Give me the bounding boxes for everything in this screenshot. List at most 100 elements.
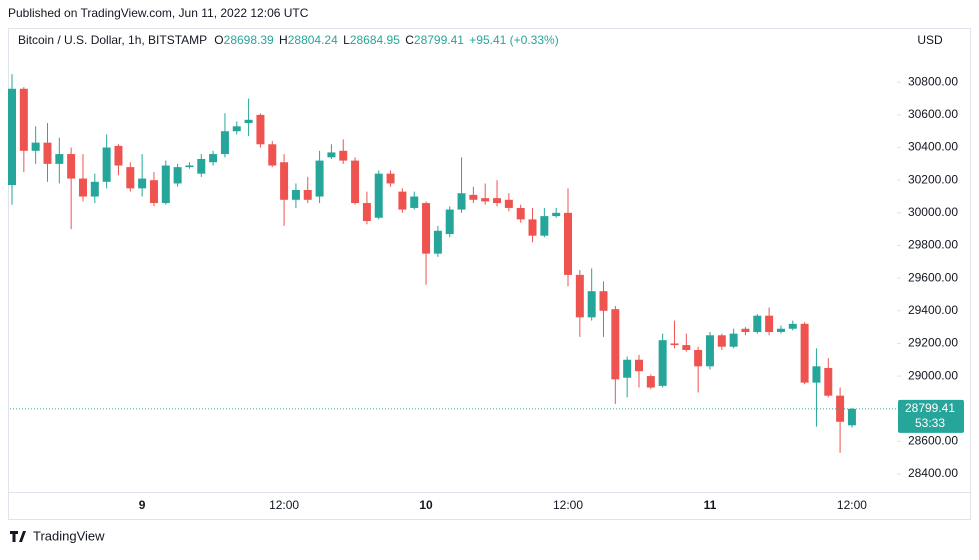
candle-body: [599, 291, 608, 311]
candle-body: [540, 216, 549, 236]
candle-body: [398, 191, 407, 210]
last-price-label: 28799.41: [905, 401, 955, 415]
candle-body: [433, 230, 442, 254]
candle-body: [410, 196, 419, 208]
logo-icon: [10, 531, 26, 542]
y-tick-label: 28600.00: [908, 434, 958, 448]
y-tick-label: 29200.00: [908, 336, 958, 350]
candle-body: [611, 309, 620, 380]
candle-body: [528, 219, 537, 236]
candle-body: [90, 181, 99, 197]
candle-body: [800, 323, 809, 383]
candle-body: [386, 173, 395, 184]
candle-body: [670, 343, 679, 346]
y-tick-label: 30200.00: [908, 172, 958, 186]
candle-body: [776, 328, 785, 333]
legend-value: 28698.39: [224, 33, 274, 47]
x-tick-label: 12:00: [269, 498, 299, 512]
candle-body: [694, 349, 703, 367]
candle-body: [232, 126, 241, 132]
legend-value: 28804.24: [288, 33, 338, 47]
candle-body: [291, 189, 300, 200]
candle-body: [209, 154, 218, 163]
candle-body: [422, 203, 431, 254]
candle-body: [836, 395, 845, 422]
candle-body: [185, 165, 194, 168]
last-price-box: [898, 399, 964, 433]
logo: TradingView: [10, 528, 105, 543]
published-note: Published on TradingView.com, Jun 11, 20…: [8, 6, 309, 20]
candle-body: [220, 131, 229, 155]
x-tick-label: 12:00: [553, 498, 583, 512]
x-tick-label: 10: [419, 498, 433, 512]
candle-body: [753, 315, 762, 333]
candle-body: [682, 345, 691, 350]
legend-value: 28684.95: [350, 33, 400, 47]
candle-body: [244, 119, 253, 124]
candle-body: [717, 335, 726, 347]
y-tick-label: 30400.00: [908, 140, 958, 154]
candle-body: [847, 408, 856, 426]
candle-body: [256, 114, 265, 145]
y-tick-label: 29000.00: [908, 368, 958, 382]
candle-body: [516, 207, 525, 220]
candle-body: [824, 367, 833, 396]
candle-body: [31, 142, 40, 151]
candle-body: [575, 274, 584, 318]
candle-body: [552, 212, 561, 217]
y-tick-label: 29600.00: [908, 270, 958, 284]
candle-body: [481, 198, 490, 202]
countdown-label: 53:33: [915, 416, 945, 430]
candle-body: [197, 158, 206, 174]
legend-label: C: [405, 33, 414, 47]
candle-body: [812, 366, 821, 383]
legend-label: L: [343, 33, 350, 47]
candle-body: [268, 144, 277, 166]
x-tick-label: 12:00: [837, 498, 867, 512]
candle-body: [457, 193, 466, 210]
candles: [8, 74, 856, 453]
candle-body: [493, 198, 502, 204]
candle-body: [78, 178, 87, 197]
y-tick-label: 30600.00: [908, 107, 958, 121]
candle-body: [564, 212, 573, 275]
y-tick-label: 30000.00: [908, 205, 958, 219]
candle-body: [126, 167, 135, 189]
candle-body: [351, 160, 360, 204]
candle-body: [149, 180, 158, 204]
candle-body: [303, 189, 312, 200]
legend-label: O: [214, 33, 223, 47]
logo-text: TradingView: [33, 528, 105, 543]
candle-body: [327, 152, 336, 158]
candle-body: [646, 376, 655, 388]
candle-body: [114, 145, 123, 166]
legend: Bitcoin / U.S. Dollar, 1h, BITSTAMP O286…: [18, 33, 559, 47]
candle-body: [658, 340, 667, 386]
legend-label: H: [279, 33, 288, 47]
candle-body: [788, 323, 797, 329]
x-tick-label: 9: [139, 498, 146, 512]
legend-change: +95.41 (+0.33%): [469, 33, 558, 47]
x-tick-label: 11: [704, 498, 717, 512]
candle-body: [374, 173, 383, 218]
candle-body: [138, 178, 147, 189]
y-tick-label: 29400.00: [908, 303, 958, 317]
legend-value: 28799.41: [414, 33, 464, 47]
y-tick-label: 28400.00: [908, 466, 958, 480]
candle-body: [173, 167, 182, 184]
currency: USD: [917, 33, 943, 47]
candle-body: [67, 154, 76, 179]
candle-body: [634, 359, 643, 372]
candle-body: [43, 142, 52, 164]
candle-body: [161, 165, 170, 204]
candle-body: [741, 328, 750, 333]
candle-body: [504, 199, 513, 208]
candle-body: [469, 194, 478, 200]
candle-body: [339, 150, 348, 161]
candle-body: [587, 291, 596, 318]
symbol: Bitcoin / U.S. Dollar, 1h, BITSTAMP: [18, 33, 207, 47]
candle-body: [55, 154, 64, 164]
y-tick-label: 30800.00: [908, 74, 958, 88]
